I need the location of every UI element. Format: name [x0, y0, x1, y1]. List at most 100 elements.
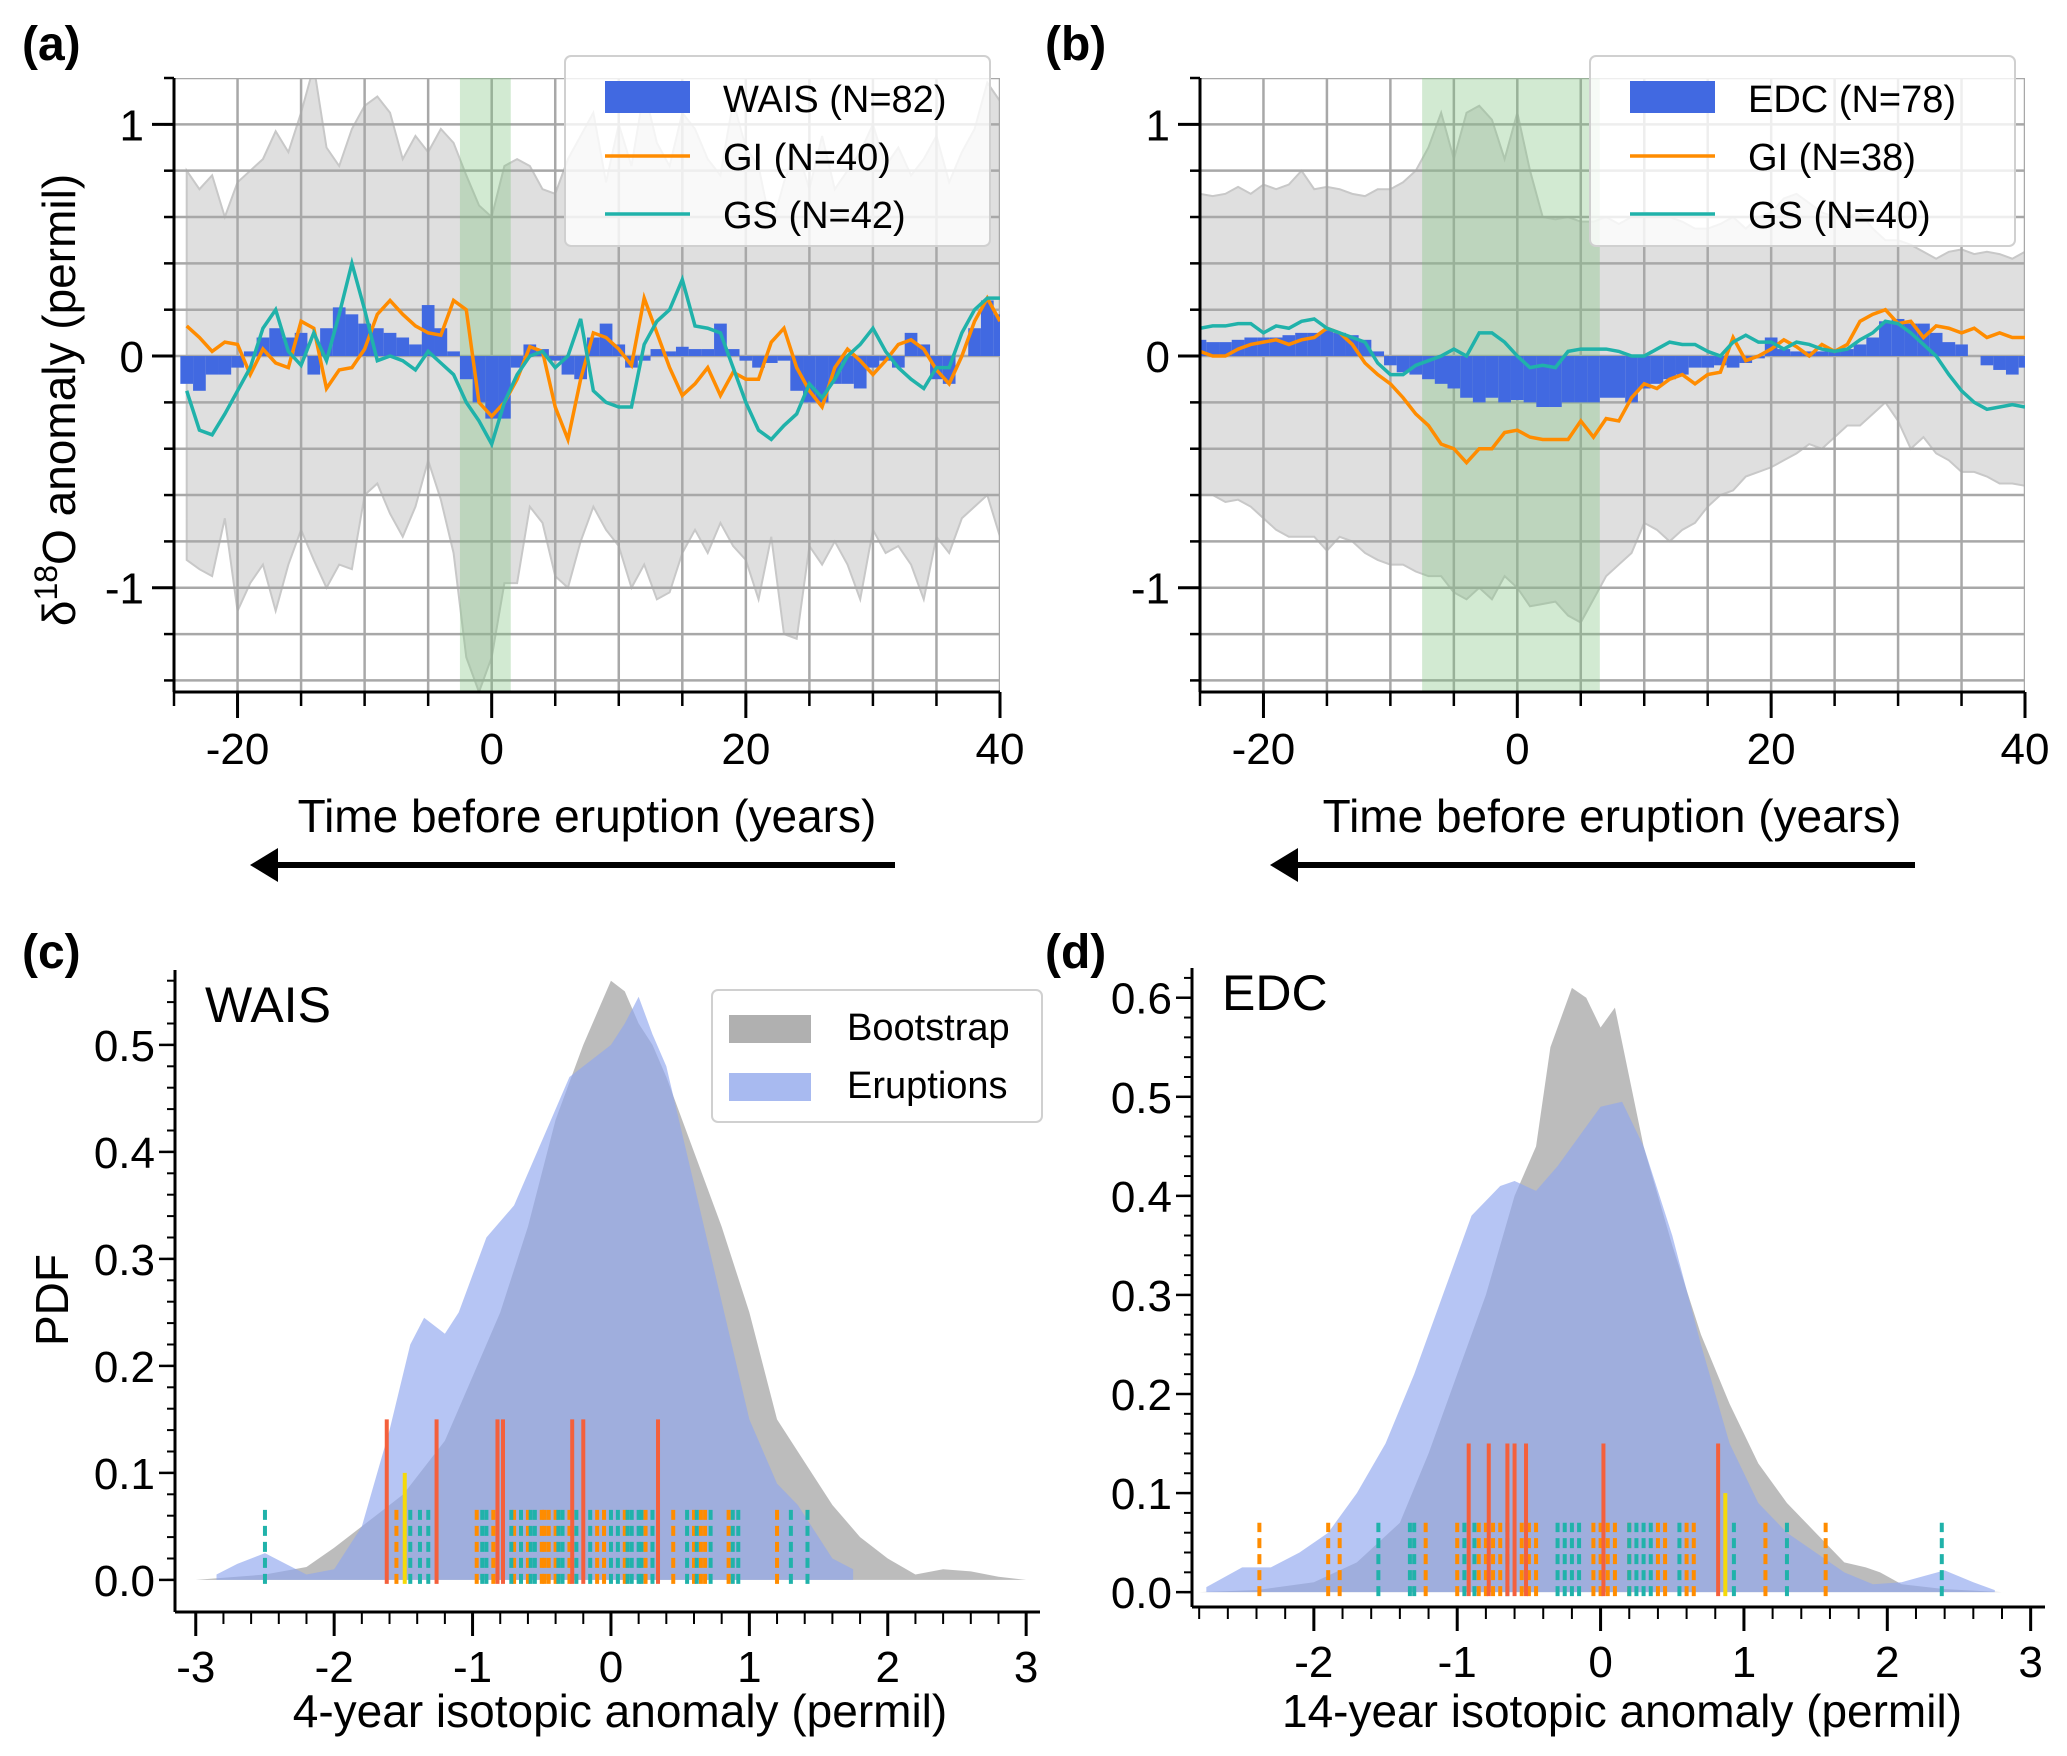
x-tick-label: 0 — [1505, 725, 1529, 774]
legend-label: GS (N=40) — [1748, 195, 1931, 237]
bar-wais — [307, 356, 321, 375]
legend-c: Bootstrap Eruptions — [711, 989, 1043, 1123]
y-tick-label: 0.2 — [94, 1343, 155, 1392]
arrow-head-b — [1270, 848, 1298, 882]
x-tick-label: 20 — [721, 725, 770, 774]
legend-swatch-bar — [605, 81, 690, 113]
panel-label-c: (c) — [22, 926, 81, 979]
bar-wais — [421, 305, 435, 357]
x-axis-title-d: 14-year isotopic anomaly (permil) — [1282, 1685, 1962, 1737]
legend-label: EDC (N=78) — [1748, 79, 1956, 121]
bar-edc — [1599, 356, 1613, 398]
bar-wais — [218, 356, 232, 375]
bar-edc — [1790, 351, 1803, 357]
bar-wais — [790, 356, 804, 391]
legend-label: WAIS (N=82) — [723, 79, 946, 121]
bar-edc — [1200, 339, 1207, 357]
pdf-area-eruptions — [1206, 1101, 1995, 1593]
bar-edc — [1942, 342, 1956, 357]
bar-wais — [447, 351, 460, 357]
bar-wais — [358, 323, 371, 357]
x-tick-label: 2 — [1875, 1638, 1899, 1687]
legend-b: EDC (N=78) GI (N=38) GS (N=40) — [1589, 55, 2016, 247]
bar-wais — [968, 328, 981, 357]
bar-edc — [1637, 356, 1651, 389]
x-tick-label: 0 — [1588, 1638, 1612, 1687]
bar-edc — [1561, 356, 1575, 403]
bar-wais — [841, 356, 854, 384]
bar-edc — [1688, 356, 1702, 368]
bar-wais — [637, 356, 651, 361]
bar-wais — [714, 323, 727, 357]
x-tick-label: 3 — [2018, 1638, 2042, 1687]
bar-edc — [2018, 356, 2025, 368]
bar-wais — [345, 314, 359, 357]
y-axis-title-sup: 18 — [28, 565, 64, 601]
bar-edc — [1955, 344, 1968, 357]
legend-label: Bootstrap — [847, 1007, 1010, 1049]
bar-edc — [1625, 356, 1638, 403]
bar-edc — [1980, 356, 1994, 366]
panel-label-b: (b) — [1045, 18, 1106, 71]
x-tick-label: 40 — [2001, 725, 2050, 774]
bar-wais — [764, 356, 778, 363]
bar-edc — [1879, 321, 1892, 357]
bar-wais — [548, 356, 562, 361]
bar-wais — [510, 356, 524, 368]
bar-edc — [1777, 349, 1791, 357]
y-tick-label: 0.3 — [1111, 1272, 1172, 1321]
x-tick-label: 3 — [1014, 1643, 1038, 1692]
y-tick-label: 1 — [120, 101, 144, 150]
panel-b: (b) -20 0 20 40 -1 0 1 EDC (N=78) GI (N=38) GS (N… — [1045, 18, 2049, 882]
bar-edc — [1295, 332, 1308, 357]
bar-wais — [498, 356, 511, 419]
x-axis-title-a: Time before eruption (years) — [298, 790, 877, 842]
bar-edc — [1726, 356, 1740, 368]
x-tick-label: -1 — [453, 1643, 492, 1692]
time-arrow-b — [1270, 848, 1915, 882]
x-tick-label: -3 — [176, 1643, 215, 1692]
bar-wais — [485, 356, 499, 419]
bar-edc — [1587, 356, 1600, 403]
arrow-head-a — [250, 848, 278, 882]
bar-wais — [180, 356, 194, 384]
bar-wais — [891, 356, 905, 368]
bar-wais — [752, 356, 765, 368]
legend-label: GI (N=38) — [1748, 137, 1916, 179]
y-tick-label: 0.5 — [94, 1022, 155, 1071]
y-axis-title-delta: δ — [33, 601, 85, 627]
legend-swatch-bar — [1630, 81, 1715, 113]
panel-a: (a) -20 0 20 40 -1 0 1 WAIS (N=82) GI (N=40) GS (… — [22, 18, 1024, 882]
bar-edc — [1206, 342, 1220, 357]
bar-edc — [1853, 344, 1867, 357]
plot-area-d: -2 -1 0 1 2 3 0.0 0.1 0.2 0.3 0.4 0.5 0.6 — [1111, 968, 2045, 1687]
x-tick-label: 0 — [479, 725, 503, 774]
bar-edc — [1510, 356, 1524, 401]
bar-edc — [1891, 318, 1905, 357]
y-tick-label: 0.4 — [94, 1129, 155, 1178]
bar-edc — [1663, 356, 1676, 380]
plot-area-c: -3 -2 -1 0 1 2 3 0.0 0.1 0.2 0.3 0.4 0.5 Bootstrap Eru… — [94, 970, 1043, 1692]
time-arrow-a — [250, 848, 895, 882]
bar-edc — [1675, 356, 1689, 375]
bar-edc — [1993, 356, 2006, 370]
inset-label-edc: EDC — [1222, 965, 1328, 1021]
legend-a: WAIS (N=82) GI (N=40) GS (N=42) — [564, 55, 991, 247]
bar-wais — [980, 300, 994, 357]
y-tick-label: 0.3 — [94, 1236, 155, 1285]
bar-wais — [675, 346, 689, 357]
panel-label-d: (d) — [1045, 926, 1106, 979]
x-tick-label: -20 — [206, 725, 270, 774]
bar-edc — [1358, 339, 1372, 357]
y-tick-label: 0.2 — [1111, 1371, 1172, 1420]
plot-area-b: -20 0 20 40 -1 0 1 EDC (N=78) GI (N=38) GS (N=40) — [1131, 55, 2050, 774]
bar-edc — [1612, 356, 1626, 398]
bar-edc — [1536, 356, 1550, 408]
y-tick-label: 0 — [120, 333, 144, 382]
y-axis-title-c: PDF — [26, 1254, 78, 1346]
x-tick-label: -1 — [1438, 1638, 1477, 1687]
panel-label-a: (a) — [22, 18, 81, 71]
x-tick-label: 40 — [976, 725, 1025, 774]
y-tick-label: 0.4 — [1111, 1173, 1172, 1222]
